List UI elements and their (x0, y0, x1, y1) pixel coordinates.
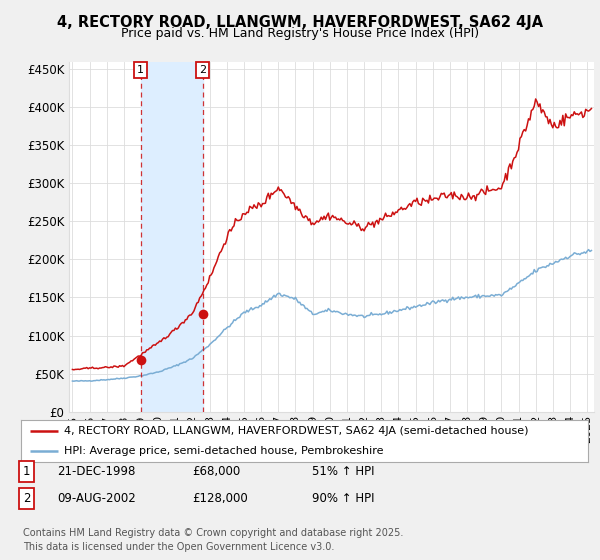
Text: £128,000: £128,000 (192, 492, 248, 505)
Text: 4, RECTORY ROAD, LLANGWM, HAVERFORDWEST, SA62 4JA (semi-detached house): 4, RECTORY ROAD, LLANGWM, HAVERFORDWEST,… (64, 426, 528, 436)
Text: 2: 2 (199, 66, 206, 76)
Text: Contains HM Land Registry data © Crown copyright and database right 2025.
This d: Contains HM Land Registry data © Crown c… (23, 528, 403, 552)
Text: £68,000: £68,000 (192, 465, 240, 478)
Text: 21-DEC-1998: 21-DEC-1998 (57, 465, 136, 478)
Text: Price paid vs. HM Land Registry's House Price Index (HPI): Price paid vs. HM Land Registry's House … (121, 27, 479, 40)
Bar (140, 62, 203, 412)
Text: 51% ↑ HPI: 51% ↑ HPI (312, 465, 374, 478)
Text: HPI: Average price, semi-detached house, Pembrokeshire: HPI: Average price, semi-detached house,… (64, 446, 383, 456)
Text: 1: 1 (23, 465, 30, 478)
Text: 90% ↑ HPI: 90% ↑ HPI (312, 492, 374, 505)
Text: 4, RECTORY ROAD, LLANGWM, HAVERFORDWEST, SA62 4JA: 4, RECTORY ROAD, LLANGWM, HAVERFORDWEST,… (57, 15, 543, 30)
Text: 2: 2 (23, 492, 30, 505)
Text: 09-AUG-2002: 09-AUG-2002 (57, 492, 136, 505)
Text: 1: 1 (137, 66, 144, 76)
